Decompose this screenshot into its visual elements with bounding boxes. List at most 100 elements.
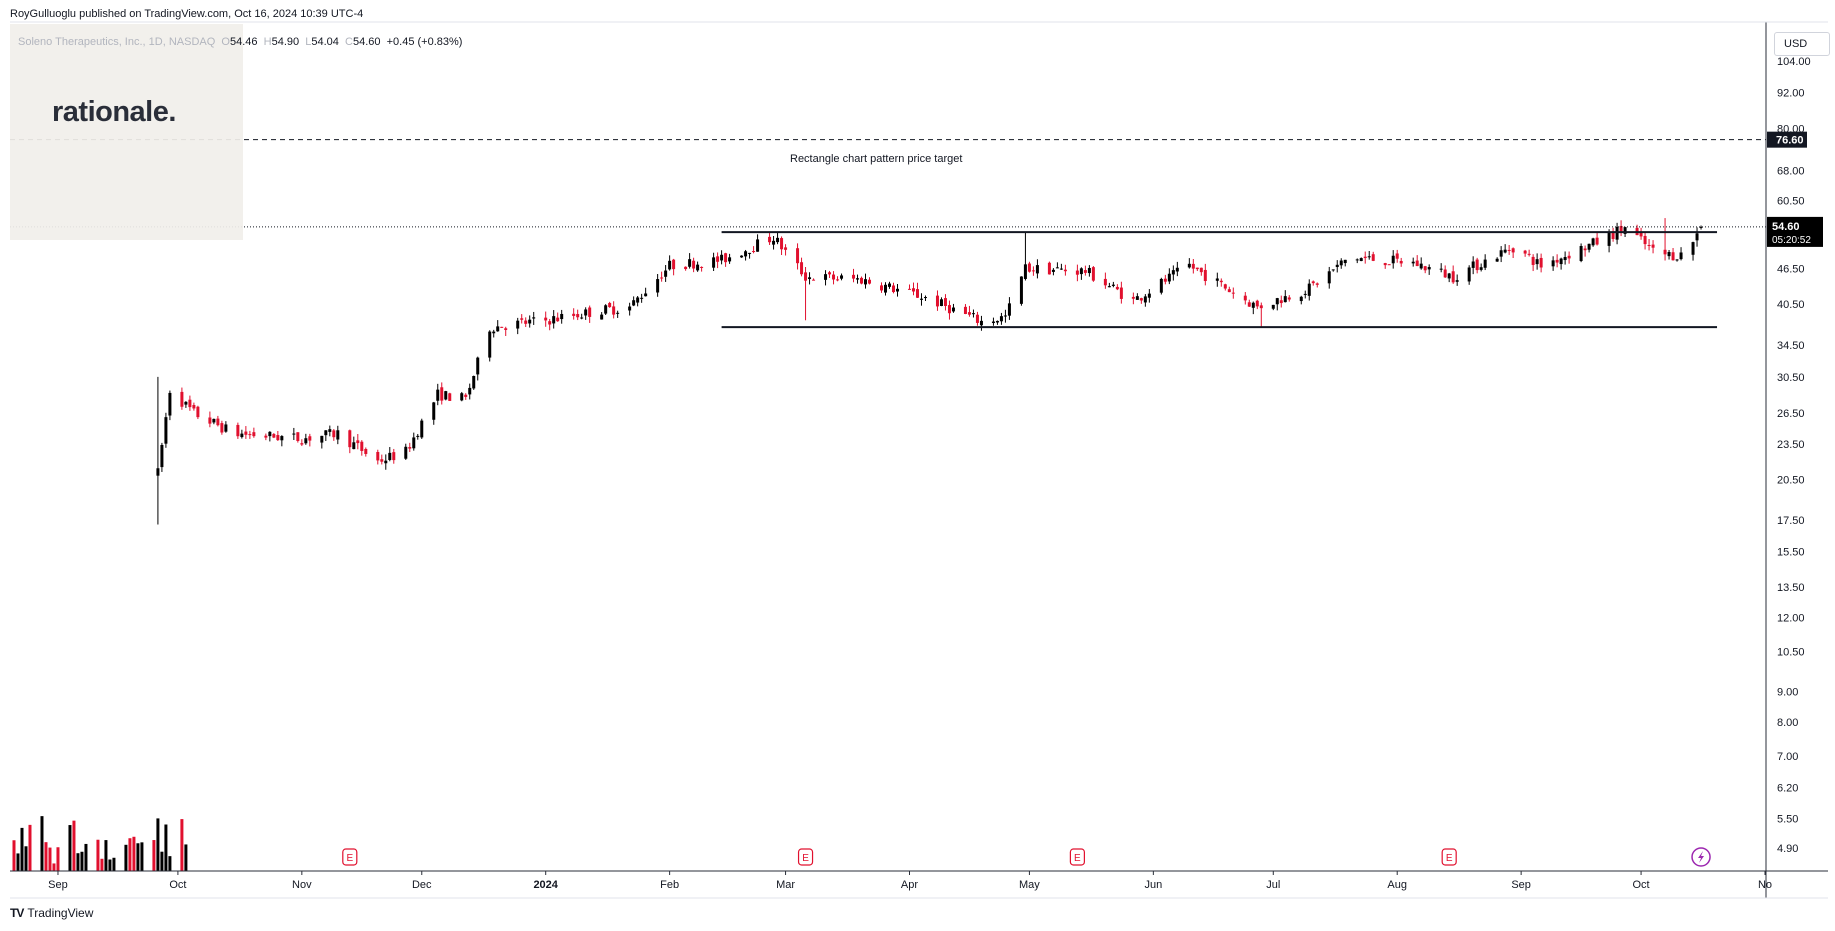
candle	[1471, 256, 1475, 275]
candle	[1131, 292, 1135, 305]
currency-selector[interactable]: USD	[1774, 32, 1830, 56]
candle	[1535, 253, 1539, 270]
candle	[780, 236, 784, 256]
candle	[1439, 263, 1443, 273]
candle-body	[560, 313, 564, 320]
candle-body	[1651, 244, 1655, 248]
candle-body	[1467, 267, 1471, 282]
candle-body	[895, 288, 899, 292]
candle-body	[360, 441, 364, 451]
volume-bar	[44, 842, 48, 871]
candle	[488, 330, 492, 362]
candle-body	[356, 440, 360, 444]
candle-body	[236, 424, 240, 437]
candle	[856, 274, 860, 284]
candle	[420, 418, 424, 439]
candle	[672, 258, 676, 276]
volume-bar	[168, 856, 172, 871]
earnings-icon	[1441, 848, 1457, 866]
candle	[1651, 240, 1655, 254]
candle-body	[1615, 226, 1619, 240]
candle	[1331, 269, 1335, 272]
candle-body	[1055, 267, 1059, 269]
candle	[244, 426, 248, 439]
candle	[632, 296, 636, 307]
volume-bar	[52, 863, 56, 871]
candle-body	[308, 436, 312, 441]
price-tick-label: 12.00	[1777, 612, 1805, 624]
candle-body	[1255, 300, 1259, 307]
candle	[684, 266, 688, 271]
candle-body	[796, 248, 800, 264]
candle-body	[1639, 232, 1643, 237]
earnings-letter: E	[802, 853, 809, 864]
candle	[192, 402, 196, 411]
axes-layer: 104.0092.0080.0068.0060.5046.5040.5034.5…	[10, 21, 1828, 899]
candle-body	[1607, 231, 1611, 246]
close-value: 54.60	[352, 36, 381, 48]
candle	[240, 429, 244, 439]
candle	[248, 430, 252, 439]
candle	[1219, 278, 1223, 287]
candle	[668, 255, 672, 271]
earnings-icon	[797, 848, 814, 866]
candle-body	[919, 298, 923, 300]
candle-body	[1527, 253, 1531, 255]
candle-body	[840, 275, 844, 279]
candle-body	[440, 387, 444, 401]
candle	[208, 411, 212, 428]
candle-body	[935, 295, 939, 307]
candle-body	[756, 239, 760, 252]
price-tick-label: 17.50	[1777, 515, 1805, 527]
candle	[1251, 301, 1255, 315]
candle	[1499, 246, 1503, 263]
candle-body	[800, 262, 804, 275]
candle	[1339, 258, 1343, 269]
candle	[264, 433, 268, 441]
price-tick-label: 92.00	[1777, 87, 1805, 99]
candle-body	[324, 430, 328, 436]
candle	[1079, 267, 1083, 280]
candle-body	[1103, 278, 1107, 286]
price-tick-label: 6.20	[1777, 782, 1798, 794]
candle-body	[660, 277, 664, 279]
candle-body	[1555, 259, 1559, 263]
tradingview-footer[interactable]: TV TradingView	[10, 906, 93, 920]
candle-body	[1427, 267, 1431, 270]
volume-bar	[140, 842, 144, 871]
candle	[895, 283, 899, 297]
candle-body	[1163, 278, 1167, 282]
candle-body	[576, 314, 580, 318]
candle-body	[979, 320, 983, 326]
candle	[468, 383, 472, 400]
candle-body	[911, 288, 915, 292]
candle-body	[1383, 263, 1387, 266]
time-tick-label: Oct	[1633, 879, 1650, 891]
candle	[356, 434, 360, 450]
candle-body	[364, 448, 368, 454]
time-tick-label: May	[1019, 879, 1040, 891]
candle-body	[1563, 257, 1567, 261]
candle	[1583, 245, 1587, 257]
candle	[304, 433, 308, 445]
candle	[572, 308, 576, 320]
volume-bar	[160, 851, 164, 871]
earnings-letter: E	[1446, 853, 1453, 864]
candle-body	[1159, 278, 1163, 293]
candle-body	[352, 442, 356, 450]
candle	[640, 293, 644, 303]
candle	[943, 294, 947, 311]
candle	[1383, 262, 1387, 269]
candle	[756, 234, 760, 252]
candle	[1135, 293, 1139, 300]
candle	[1159, 277, 1163, 295]
candle-body	[252, 432, 256, 437]
candle-body	[1135, 296, 1139, 300]
logo-watermark-box	[10, 24, 243, 240]
candle-body	[300, 443, 304, 445]
volume-bar	[112, 857, 116, 871]
candle-body	[963, 306, 967, 314]
volume-bar	[132, 836, 136, 871]
candle-body	[1287, 297, 1291, 300]
